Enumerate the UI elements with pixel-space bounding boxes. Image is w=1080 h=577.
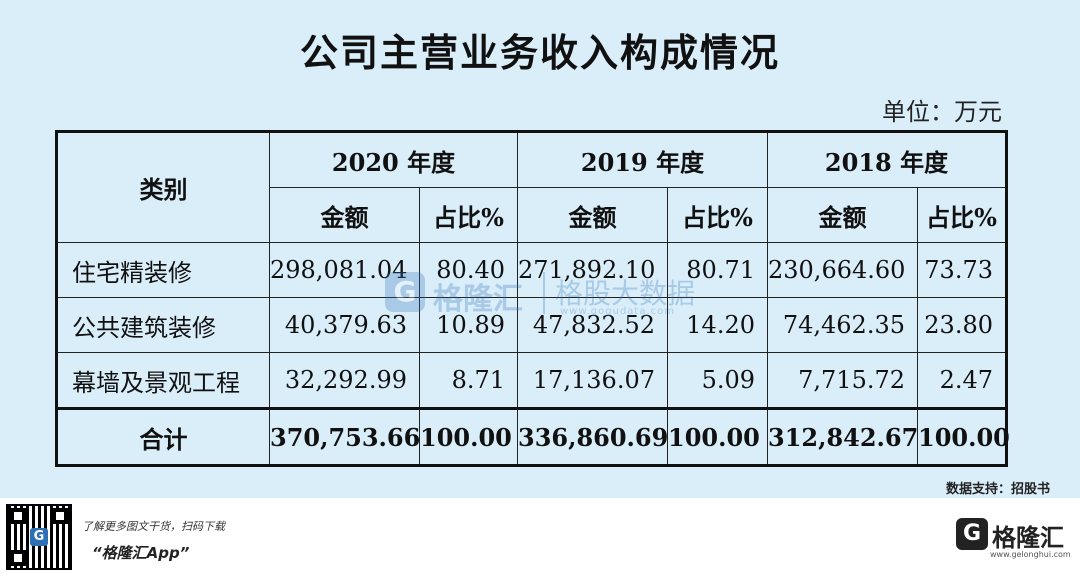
unit-label: 单位：万元 — [882, 98, 1002, 126]
row-category: 幕墙及景观工程 — [56, 352, 270, 409]
table-row: 公共建筑装修 40,379.63 10.89 47,832.52 14.20 7… — [56, 297, 1007, 353]
cell-amount-2018: 7,715.72 — [767, 352, 918, 409]
cell-ratio-2020: 8.71 — [419, 352, 518, 409]
cell-ratio-2019: 5.09 — [667, 352, 768, 409]
cell-ratio-2018: 23.80 — [917, 297, 1007, 353]
row-category: 公共建筑装修 — [56, 297, 270, 353]
year-header-2019: 2019 年度 — [517, 131, 768, 188]
qr-logo-icon: G — [30, 528, 48, 546]
cell-ratio-2019: 80.71 — [667, 242, 768, 298]
amount-header: 金额 — [269, 187, 420, 243]
year-header-2018: 2018 年度 — [767, 131, 1007, 188]
cell-amount-2019: 271,892.10 — [517, 242, 668, 298]
cell-amount-2020: 298,081.04 — [269, 242, 420, 298]
cell-amount-2018: 230,664.60 — [767, 242, 918, 298]
table-row: 住宅精装修 298,081.04 80.40 271,892.10 80.71 … — [56, 242, 1007, 298]
total-row: 合计 370,753.66 100.00 336,860.69 100.00 3… — [56, 407, 1010, 466]
page-title: 公司主营业务收入构成情况 — [299, 31, 780, 75]
footer: G 了解更多图文干货，扫码下载 “格隆汇App” G 格隆汇 www.gelon… — [0, 498, 1080, 577]
cell-amount-2019: 17,136.07 — [517, 352, 668, 409]
cell-ratio-2020: 10.89 — [419, 297, 518, 353]
brand-url: www.gelonghui.com — [990, 550, 1071, 559]
total-label: 合计 — [56, 407, 270, 466]
app-name: “格隆汇App” — [92, 544, 190, 562]
cell-amount-2018: 74,462.35 — [767, 297, 918, 353]
category-header: 类别 — [56, 131, 270, 243]
cell-amount-2020: 32,292.99 — [269, 352, 420, 409]
year-header-2020: 2020 年度 — [269, 131, 518, 188]
brand-logo-icon: G — [956, 518, 988, 550]
cell-ratio-2020: 80.40 — [419, 242, 518, 298]
brand-name: 格隆汇 — [992, 524, 1064, 552]
cell-amount-2020: 40,379.63 — [269, 297, 420, 353]
row-category: 住宅精装修 — [56, 242, 270, 298]
table-row: 幕墙及景观工程 32,292.99 8.71 17,136.07 5.09 7,… — [56, 352, 1007, 409]
total-amount-2020: 370,753.66 — [269, 407, 420, 466]
total-ratio-2020: 100.00 — [419, 407, 518, 466]
ratio-header: 占比% — [419, 187, 518, 243]
total-amount-2019: 336,860.69 — [517, 407, 668, 466]
amount-header: 金额 — [767, 187, 918, 243]
cell-ratio-2018: 2.47 — [917, 352, 1007, 409]
ratio-header: 占比% — [917, 187, 1007, 243]
brand-logo: G 格隆汇 www.gelonghui.com — [956, 514, 1071, 566]
promo-text: 了解更多图文干货，扫码下载 — [82, 520, 225, 533]
cell-ratio-2018: 73.73 — [917, 242, 1007, 298]
source-note: 数据支持：招股书 — [945, 482, 1050, 497]
ratio-header: 占比% — [667, 187, 768, 243]
total-ratio-2018: 100.00 — [917, 407, 1010, 466]
total-amount-2018: 312,842.67 — [767, 407, 918, 466]
cell-amount-2019: 47,832.52 — [517, 297, 668, 353]
amount-header: 金额 — [517, 187, 668, 243]
qr-code-icon[interactable]: G — [6, 504, 72, 570]
cell-ratio-2019: 14.20 — [667, 297, 768, 353]
revenue-table: 类别 2020 年度 2019 年度 2018 年度 金额 占比% 金额 占比%… — [55, 130, 1010, 467]
total-ratio-2019: 100.00 — [667, 407, 768, 466]
